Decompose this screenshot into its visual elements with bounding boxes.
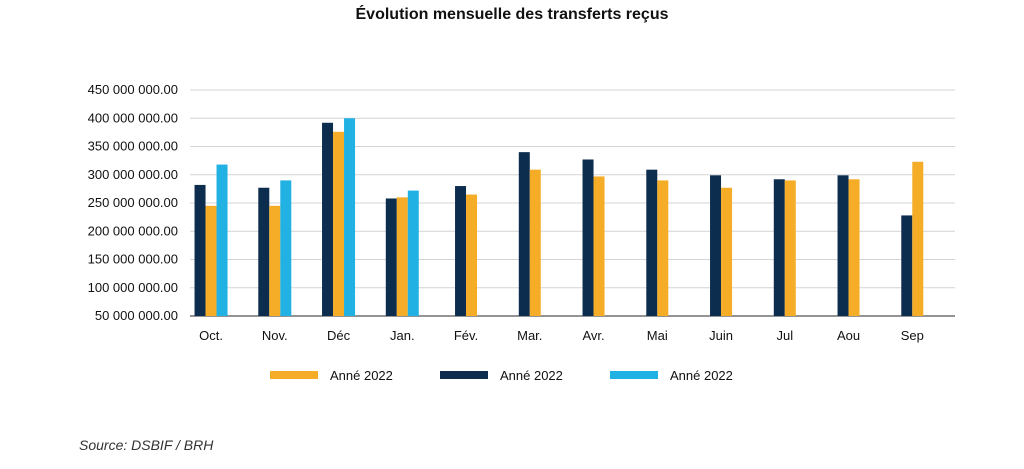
y-axis-ticks: 50 000 000.00 100 000 000.00 150 000 000.0… xyxy=(88,82,178,323)
x-tick-label: Avr. xyxy=(582,328,604,343)
y-tick-label: 100 000 000.00 xyxy=(88,280,178,295)
legend-label: Anné 2022 xyxy=(500,368,563,383)
x-tick-label: Mar. xyxy=(517,328,542,343)
y-tick-label: 250 000 000.00 xyxy=(88,195,178,210)
x-tick-label: Jul xyxy=(776,328,793,343)
bar xyxy=(333,131,345,316)
bar xyxy=(784,180,796,316)
bar xyxy=(396,197,408,316)
legend-swatch xyxy=(440,371,488,379)
bar xyxy=(582,159,594,316)
bar xyxy=(710,175,722,316)
legend: Anné 2022 Anné 2022 Anné 2022 xyxy=(270,368,733,383)
bar xyxy=(280,180,292,316)
legend-swatch xyxy=(610,371,658,379)
bar xyxy=(455,186,467,316)
y-tick-label: 150 000 000.00 xyxy=(88,252,178,267)
x-tick-label: Sep xyxy=(901,328,924,343)
x-tick-label: Oct. xyxy=(199,328,223,343)
legend-label: Anné 2022 xyxy=(330,368,393,383)
bar xyxy=(837,175,849,316)
y-tick-label: 450 000 000.00 xyxy=(88,82,178,97)
bar xyxy=(721,187,733,316)
legend-swatch xyxy=(270,371,318,379)
bar xyxy=(205,205,217,316)
bar xyxy=(593,176,605,316)
bar xyxy=(657,180,669,316)
bar xyxy=(518,152,530,316)
bars xyxy=(194,118,924,317)
bar xyxy=(344,118,356,316)
x-axis-ticks: Oct. Nov. Déc Jan. Fév. Mar. Avr. Mai Juin Jul Aou… xyxy=(199,328,924,343)
chart-title: Évolution mensuelle des transferts reçus xyxy=(355,6,669,23)
source-note: Source: DSBIF / BRH xyxy=(79,437,214,453)
gridlines xyxy=(190,89,955,317)
x-tick-label: Juin xyxy=(709,328,733,343)
bar xyxy=(646,169,658,316)
bar xyxy=(773,179,785,316)
y-tick-label: 200 000 000.00 xyxy=(88,223,178,238)
x-tick-label: Fév. xyxy=(454,328,478,343)
bar xyxy=(466,194,478,316)
x-tick-label: Aou xyxy=(837,328,860,343)
y-tick-label: 300 000 000.00 xyxy=(88,167,178,182)
bar xyxy=(529,169,541,316)
bar xyxy=(258,187,270,316)
x-tick-label: Jan. xyxy=(390,328,415,343)
x-tick-label: Déc xyxy=(327,328,351,343)
bar xyxy=(848,179,860,316)
y-tick-label: 50 000 000.00 xyxy=(95,308,178,323)
bar xyxy=(322,122,334,317)
bar xyxy=(194,184,206,316)
bar xyxy=(216,164,228,316)
x-tick-label: Mai xyxy=(647,328,668,343)
bar xyxy=(912,161,924,316)
y-tick-label: 400 000 000.00 xyxy=(88,110,178,125)
bar xyxy=(269,205,281,316)
bar xyxy=(407,190,419,316)
y-tick-label: 350 000 000.00 xyxy=(88,139,178,154)
bar xyxy=(901,215,913,316)
bar xyxy=(385,198,397,316)
x-tick-label: Nov. xyxy=(262,328,288,343)
legend-label: Anné 2022 xyxy=(670,368,733,383)
